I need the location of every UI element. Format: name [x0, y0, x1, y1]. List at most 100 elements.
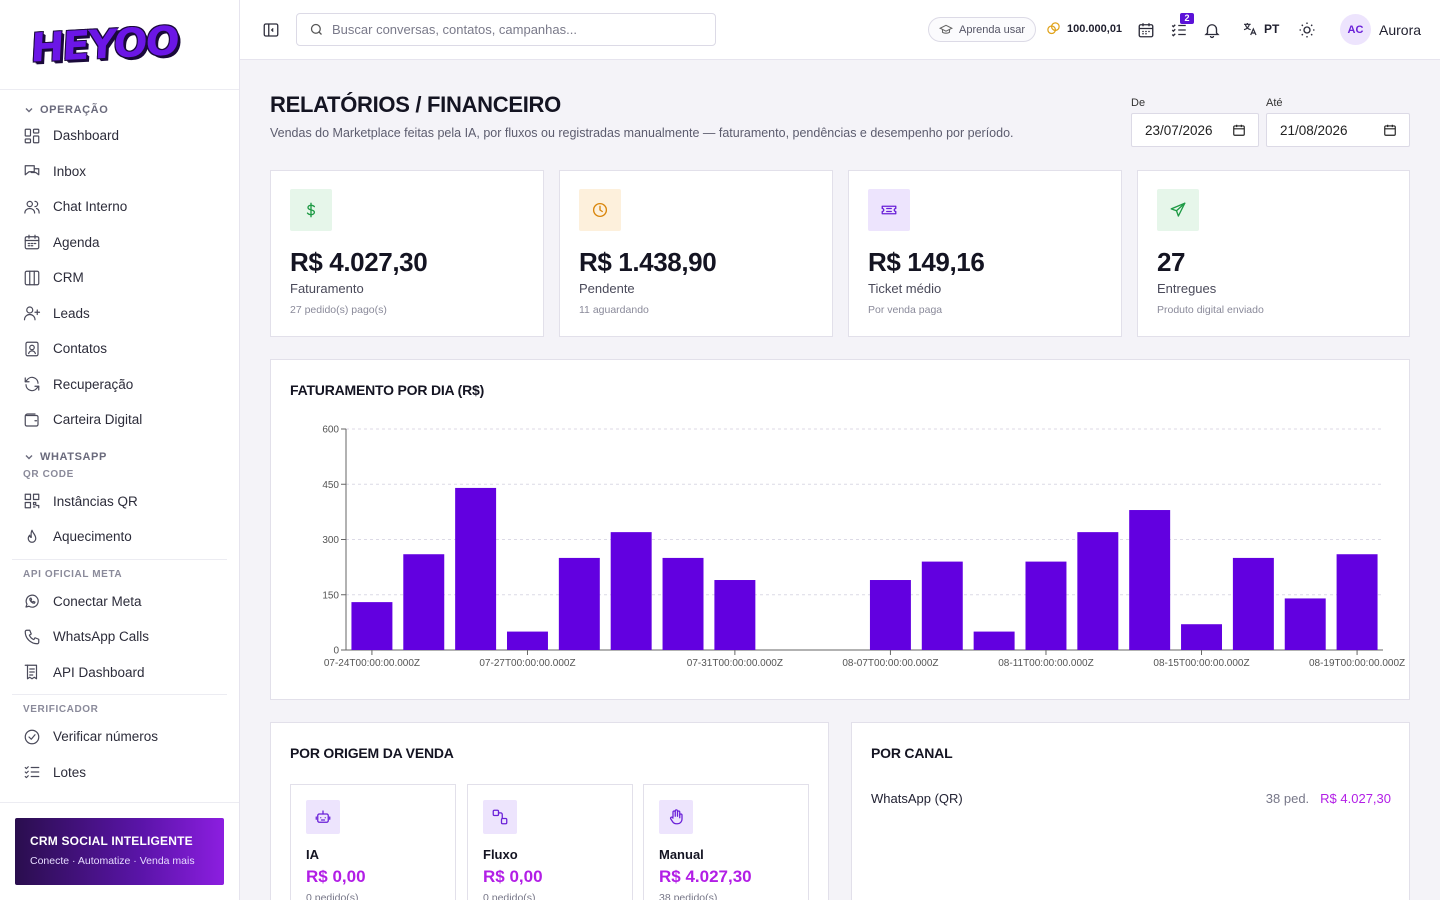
sidebar-item-label: CRM [53, 270, 84, 286]
channel-card: POR CANAL WhatsApp (QR) 38 ped. R$ 4.027… [851, 722, 1410, 900]
search-box[interactable] [296, 13, 716, 46]
graduation-cap-icon [939, 24, 953, 34]
learn-button[interactable]: Aprenda usar [928, 17, 1037, 42]
divider [0, 802, 239, 803]
list-check-icon [24, 766, 40, 779]
clock-icon [592, 202, 608, 218]
y-tick-label: 300 [322, 535, 339, 546]
section-operacao[interactable]: OPERAÇÃO [12, 94, 227, 118]
sidebar-item-chat-interno[interactable]: Chat Interno [12, 189, 227, 225]
channel-name: WhatsApp (QR) [871, 791, 963, 806]
robot-icon [315, 810, 331, 823]
flow-icon [492, 809, 508, 825]
promo-banner[interactable]: CRM SOCIAL INTELIGENTE Conecte · Automat… [15, 818, 224, 885]
learn-label: Aprenda usar [959, 23, 1026, 36]
stat-card-pendente: R$ 1.438,90 Pendente 11 aguardando [559, 170, 833, 337]
check-circle-icon [24, 729, 40, 745]
sidebar-item-api-dashboard[interactable]: API Dashboard [12, 655, 227, 691]
user-plus-icon [23, 306, 41, 321]
sidebar-item-whatsapp-calls[interactable]: WhatsApp Calls [12, 619, 227, 655]
stat-value: R$ 149,16 [868, 247, 985, 277]
sidebar-item-label: Verificar números [53, 729, 159, 745]
users-icon [24, 200, 40, 214]
translate-icon [1243, 23, 1257, 36]
stat-card-ticket: R$ 149,16 Ticket médio Por venda paga [848, 170, 1122, 337]
subsection-qr-code: QR CODE [23, 468, 74, 480]
subsection-verificador: VERIFICADOR [23, 704, 99, 715]
sidebar-item-conectar-meta[interactable]: Conectar Meta [12, 584, 227, 620]
language-selector[interactable]: PT [1242, 21, 1279, 37]
sidebar-item-label: Recuperação [53, 376, 134, 392]
send-icon [1170, 202, 1186, 217]
user-name: Aurora [1379, 21, 1422, 38]
date-to-value: 21/08/2026 [1280, 122, 1348, 138]
topbar: Aprenda usar 100.000,01 2 PT AC Aurora [240, 0, 1440, 60]
sidebar-item-agenda[interactable]: Agenda [12, 225, 227, 261]
stat-value: 27 [1157, 247, 1186, 277]
sidebar-toggle-icon[interactable] [262, 21, 280, 39]
stat-note: Produto digital enviado [1157, 304, 1264, 316]
stat-icon-box [1157, 189, 1199, 231]
origin-title: POR ORIGEM DA VENDA [290, 745, 454, 761]
chart-bar [558, 557, 600, 650]
sidebar-item-contatos[interactable]: Contatos [12, 331, 227, 367]
y-tick-label: 0 [333, 646, 339, 657]
sidebar-item-aquecimento[interactable]: Aquecimento [12, 519, 227, 555]
stat-icon-box [868, 189, 910, 231]
grid-icon [24, 128, 40, 144]
chart-title: FATURAMENTO POR DIA (R$) [290, 382, 485, 398]
origin-count: 38 pedido(s) [659, 892, 718, 900]
sidebar-item-label: Agenda [53, 234, 100, 250]
calendar-icon [24, 234, 40, 250]
date-from-value: 23/07/2026 [1145, 122, 1213, 138]
chart-bar [403, 554, 445, 650]
stat-note: Por venda paga [868, 304, 943, 316]
revenue-bar-chart: 0 150 300 450 600 07-24T00:00:00.000Z 07-27T00… [322, 425, 1405, 670]
flame-icon [27, 529, 37, 543]
section-whatsapp[interactable]: WHATSAPP [12, 442, 227, 466]
stat-note: 27 pedido(s) pago(s) [290, 304, 387, 316]
sidebar-item-lotes[interactable]: Lotes [12, 755, 227, 791]
sidebar-item-inbox[interactable]: Inbox [12, 154, 227, 190]
calendar-icon[interactable] [1137, 21, 1155, 39]
origin-card: POR ORIGEM DA VENDA IA R$ 0,00 0 pedido(… [270, 722, 829, 900]
stat-icon-box [290, 189, 332, 231]
channel-amount: R$ 4.027,30 [1320, 791, 1391, 806]
sidebar-item-verificar[interactable]: Verificar números [12, 719, 227, 755]
chart-bar [610, 532, 652, 650]
credits-balance[interactable]: 100.000,01 [1046, 21, 1122, 36]
brand-logo[interactable]: HEYOO [29, 17, 180, 72]
page-subtitle: Vendas do Marketplace feitas pela IA, po… [270, 126, 1014, 140]
sidebar-item-carteira[interactable]: Carteira Digital [12, 402, 227, 438]
origin-value: R$ 4.027,30 [659, 867, 752, 886]
sidebar-item-recuperacao[interactable]: Recuperação [12, 367, 227, 403]
user-menu[interactable]: AC Aurora [1340, 14, 1421, 45]
sidebar-item-dashboard[interactable]: Dashboard [12, 118, 227, 154]
sidebar-nav: OPERAÇÃO Dashboard Inbox Chat Interno Ag… [0, 90, 239, 802]
tasks-icon[interactable] [1170, 21, 1188, 39]
origin-name: IA [306, 847, 319, 862]
sidebar-item-leads[interactable]: Leads [12, 296, 227, 332]
origin-value: R$ 0,00 [483, 867, 543, 886]
chart-bar [1232, 557, 1274, 650]
logo-area: HEYOO [0, 0, 239, 90]
origin-name: Fluxo [483, 847, 518, 862]
origin-icon-box [659, 800, 693, 834]
sidebar-item-label: Chat Interno [53, 199, 128, 215]
coins-icon [1047, 22, 1060, 35]
search-input[interactable] [332, 22, 692, 37]
dollar-icon [306, 202, 316, 218]
hand-icon [669, 809, 683, 825]
date-from-input[interactable]: 23/07/2026 [1131, 113, 1259, 147]
x-tick-label: 07-27T00:00:00.000Z [479, 658, 575, 669]
date-to-input[interactable]: 21/08/2026 [1266, 113, 1410, 147]
sidebar-item-instancias[interactable]: Instâncias QR [12, 484, 227, 520]
sidebar-item-label: Aquecimento [53, 529, 132, 545]
section-label: OPERAÇÃO [40, 103, 109, 116]
contact-book-icon [25, 341, 39, 357]
sun-icon[interactable] [1298, 21, 1316, 39]
y-tick-label: 450 [322, 480, 339, 491]
chart-bar [1025, 561, 1067, 650]
sidebar-item-crm[interactable]: CRM [12, 260, 227, 296]
bell-icon[interactable] [1203, 21, 1221, 39]
